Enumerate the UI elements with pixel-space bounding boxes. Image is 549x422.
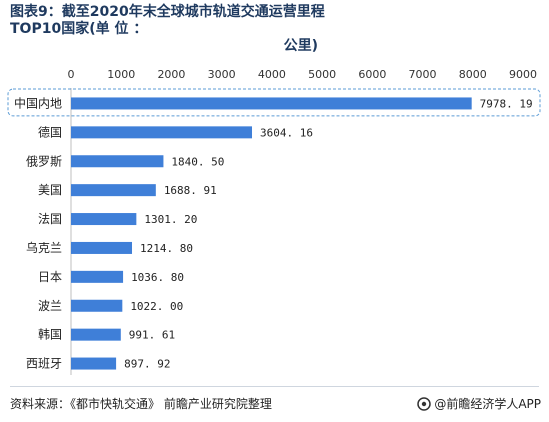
bar [71, 299, 123, 312]
bar [71, 97, 472, 110]
value-label: 1688. 91 [164, 184, 217, 197]
x-tick-label: 8000 [459, 68, 487, 81]
bar [71, 357, 117, 370]
bar [71, 213, 137, 226]
x-tick-label: 0 [68, 68, 75, 81]
x-tick-label: 6000 [358, 68, 386, 81]
x-tick-label: 4000 [258, 68, 286, 81]
value-label: 1301. 20 [144, 213, 197, 226]
category-label: 西班牙 [26, 357, 62, 371]
category-label: 美国 [38, 183, 62, 197]
category-label: 德国 [38, 124, 62, 139]
category-label: 波兰 [38, 299, 62, 313]
source-note: 资料来源：《都市快轨交通》 前瞻产业研究院整理 [10, 397, 272, 411]
bar [71, 126, 253, 139]
value-label: 7978. 19 [480, 97, 533, 110]
value-label: 1214. 80 [140, 242, 193, 255]
x-tick-label: 1000 [107, 68, 135, 81]
value-label: 3604. 16 [260, 126, 313, 139]
chart-title: 图表9：截至2020年末全球城市轨道交通运营里程TOP10国家(单 位 ： 公里… [10, 4, 330, 55]
chart-title-line2: 公里) [283, 38, 318, 54]
category-label: 乌克兰 [26, 240, 62, 255]
value-label: 1840. 50 [171, 155, 224, 168]
category-label: 法国 [38, 212, 62, 226]
bar [71, 155, 164, 168]
value-label: 897. 92 [124, 358, 170, 371]
bar [71, 270, 124, 283]
brand-credit: @前瞻经济学人APP [417, 395, 541, 412]
value-label: 1036. 80 [131, 271, 184, 284]
highlight-row-frame [7, 88, 541, 117]
x-tick-label: 5000 [308, 68, 336, 81]
brand-credit-text: @前瞻经济学人APP [434, 397, 541, 411]
value-label: 1022. 00 [130, 300, 183, 313]
category-label: 韩国 [38, 327, 62, 342]
x-tick-label: 3000 [208, 68, 236, 81]
bar [71, 328, 121, 341]
chart-title-line1: 图表9：截至2020年末全球城市轨道交通运营里程TOP10国家(单 位 ： [10, 4, 325, 37]
x-tick-label: 2000 [157, 68, 185, 81]
category-label: 俄罗斯 [26, 154, 62, 168]
brand-logo-icon [417, 396, 432, 411]
value-label: 991. 61 [129, 329, 175, 342]
x-tick-label: 7000 [409, 68, 437, 81]
x-tick-label: 9000 [509, 68, 537, 81]
bar [71, 241, 133, 254]
bar [71, 184, 156, 197]
category-label: 中国内地 [14, 95, 62, 110]
category-label: 日本 [38, 270, 62, 284]
footer-divider [10, 386, 539, 387]
